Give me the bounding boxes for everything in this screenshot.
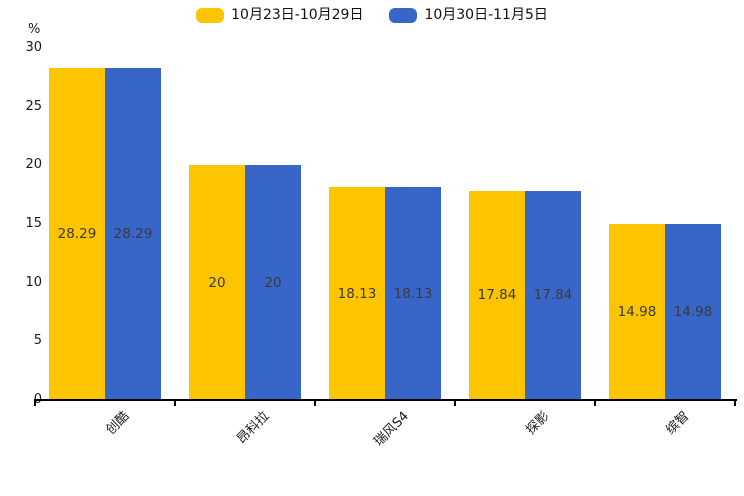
x-axis-tick bbox=[174, 401, 176, 406]
bar-value-label: 18.13 bbox=[337, 285, 377, 302]
x-category-label: 探影 bbox=[523, 408, 553, 438]
bar-探影-series-0 bbox=[469, 190, 525, 400]
legend-swatch-icon bbox=[389, 7, 418, 23]
y-tick-label: 20 bbox=[25, 157, 42, 173]
bar-value-label: 18.13 bbox=[393, 285, 433, 302]
x-category-label: 瑞风S4 bbox=[371, 408, 413, 450]
bar-value-label: 28.29 bbox=[57, 225, 97, 242]
y-tick-label: 25 bbox=[25, 98, 42, 114]
legend: 10月23日-10月29日 10月30日-11月5日 bbox=[0, 6, 744, 24]
x-axis-tick bbox=[594, 401, 596, 406]
x-axis-tick bbox=[314, 401, 316, 406]
bar-探影-series-1 bbox=[525, 190, 581, 400]
bar-昂科拉-series-1 bbox=[245, 165, 301, 400]
bar-value-label: 14.98 bbox=[617, 304, 657, 321]
bar-创酷-series-0 bbox=[49, 67, 105, 400]
x-category-label: 缤智 bbox=[663, 408, 693, 438]
bar-创酷-series-1 bbox=[105, 67, 161, 400]
legend-item-series-0[interactable]: 10月23日-10月29日 bbox=[196, 6, 363, 24]
x-category-label: 昂科拉 bbox=[234, 408, 273, 448]
x-axis-tick bbox=[454, 401, 456, 406]
x-axis-tick bbox=[734, 401, 736, 406]
y-tick-label: 10 bbox=[25, 274, 42, 290]
x-axis-line bbox=[34, 399, 737, 401]
legend-label: 10月23日-10月29日 bbox=[231, 7, 364, 23]
x-category-label: 创酷 bbox=[103, 408, 133, 438]
bar-瑞风S4-series-0 bbox=[329, 187, 385, 400]
legend-item-series-1[interactable]: 10月30日-11月5日 bbox=[389, 6, 548, 24]
bar-昂科拉-series-0 bbox=[189, 165, 245, 400]
legend-label: 10月30日-11月5日 bbox=[424, 7, 548, 23]
bar-瑞风S4-series-1 bbox=[385, 187, 441, 400]
bar-value-label: 20 bbox=[264, 274, 282, 291]
legend-swatch-icon bbox=[196, 7, 225, 23]
bar-value-label: 17.84 bbox=[533, 287, 573, 304]
bar-缤智-series-1 bbox=[665, 224, 721, 400]
y-tick-label: 30 bbox=[25, 39, 42, 55]
bar-value-label: 20 bbox=[208, 274, 226, 291]
y-axis-unit-label: % bbox=[28, 22, 41, 37]
y-tick-label: 5 bbox=[33, 333, 42, 349]
bar-value-label: 14.98 bbox=[673, 304, 713, 321]
x-axis-tick bbox=[34, 401, 36, 406]
bar-缤智-series-0 bbox=[609, 224, 665, 400]
y-tick-label: 15 bbox=[25, 215, 42, 231]
bar-value-label: 17.84 bbox=[477, 287, 517, 304]
bar-value-label: 28.29 bbox=[113, 225, 153, 242]
